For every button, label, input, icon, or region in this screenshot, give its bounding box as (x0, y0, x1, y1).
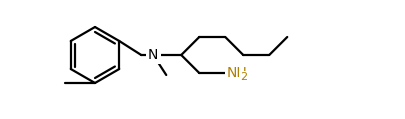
Text: N: N (148, 48, 158, 62)
Text: NH: NH (226, 66, 247, 80)
Text: 2: 2 (240, 72, 247, 82)
